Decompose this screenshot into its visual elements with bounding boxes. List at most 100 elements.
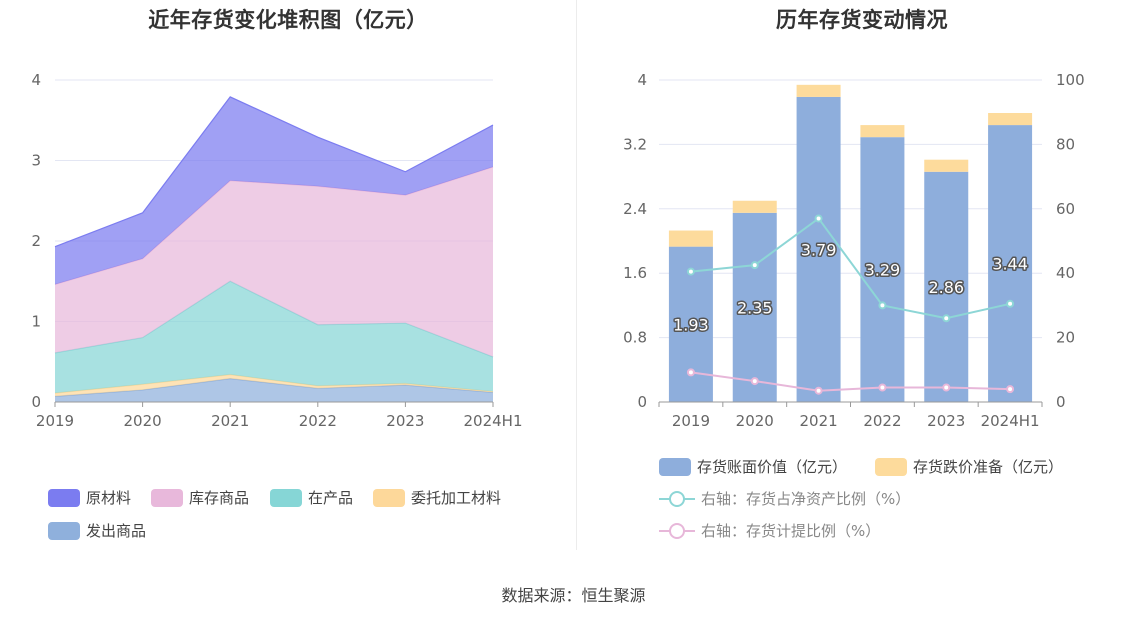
bar-存货跌价准备（亿元） — [860, 125, 905, 138]
x-tick-label: 2022 — [299, 412, 337, 430]
line-point — [686, 267, 695, 276]
panel-divider — [576, 0, 577, 550]
legend-item[interactable]: 委托加工材料 — [373, 487, 501, 508]
bar-存货跌价准备（亿元） — [796, 84, 841, 97]
legend-swatch — [151, 488, 183, 507]
x-tick-label: 2023 — [386, 412, 424, 430]
line-右轴：存货计提比例（%） — [690, 371, 1011, 392]
y-tick-label: 2 — [31, 232, 41, 250]
legend-swatch — [373, 488, 405, 507]
y-left-tick-label: 4 — [637, 71, 647, 89]
y-right-tick-label: 40 — [1056, 264, 1075, 282]
x-tick-label: 2023 — [927, 412, 965, 430]
bar-存货账面价值（亿元） — [988, 125, 1033, 402]
x-tick-label: 2019 — [672, 412, 710, 430]
line-point — [750, 377, 759, 386]
right-chart-title: 历年存货变动情况 — [776, 8, 948, 32]
y-left-tick-label: 1.6 — [623, 264, 647, 282]
legend-label: 委托加工材料 — [411, 489, 502, 507]
bar-存货账面价值（亿元） — [732, 212, 777, 402]
bar-存货跌价准备（亿元） — [924, 159, 969, 172]
line-右轴：存货占净资产比例（%） — [690, 217, 1011, 320]
x-tick-label: 2021 — [799, 412, 837, 430]
legend-swatch — [659, 457, 691, 476]
legend-swatch — [270, 488, 302, 507]
legend-item[interactable]: 发出商品 — [48, 520, 146, 541]
bar-存货跌价准备（亿元） — [988, 113, 1033, 126]
bar-存货账面价值（亿元） — [924, 171, 969, 402]
legend-swatch — [48, 521, 80, 540]
left-chart-title: 近年存货变化堆积图（亿元） — [148, 8, 428, 32]
y-left-tick-label: 0.8 — [623, 329, 647, 347]
legend-label: 原材料 — [86, 489, 132, 507]
y-left-tick-label: 2.4 — [623, 200, 647, 218]
legend-label: 右轴：存货计提比例（%） — [701, 522, 881, 540]
bar-value-label: 2.86 — [928, 278, 964, 297]
legend-item[interactable]: 在产品 — [270, 487, 353, 508]
y-right-tick-label: 60 — [1056, 200, 1075, 218]
line-point — [1006, 299, 1015, 308]
legend-item[interactable]: 右轴：存货占净资产比例（%） — [659, 488, 910, 509]
bar-value-label: 3.44 — [992, 255, 1028, 274]
x-tick-label: 2022 — [863, 412, 901, 430]
data-source-note: 数据来源：恒生聚源 — [501, 586, 646, 605]
area-库存商品 — [55, 166, 493, 357]
legend-label: 库存商品 — [189, 489, 250, 507]
line-point — [814, 214, 823, 223]
stacked-area-chart-panel: 近年存货变化堆积图（亿元） 0 1 2 3 4 2019 2020 2021 2022 2023 2… — [0, 0, 576, 560]
y-left-tick-label: 3.2 — [623, 135, 647, 153]
bar-存货账面价值（亿元） — [860, 137, 905, 402]
y-right-tick-label: 80 — [1056, 135, 1075, 153]
inventory-bar-line-chart: 00.81.62.43.240204060801001.932.353.793.… — [623, 71, 1085, 430]
x-tick-label: 2020 — [736, 412, 774, 430]
area-在产品 — [55, 281, 493, 394]
legend-swatch — [875, 457, 907, 476]
legend-label: 存货跌价准备（亿元） — [913, 458, 1064, 476]
inventory-bar-chart-panel: 历年存货变动情况 0 0.8 1.6 2.4 3.2 4 0 20 40 60 80 100 1.93 2… — [577, 0, 1147, 560]
line-point — [750, 261, 759, 270]
bar-存货跌价准备（亿元） — [732, 200, 777, 213]
y-tick-label: 1 — [31, 313, 41, 331]
bar-value-label: 3.79 — [801, 240, 837, 259]
x-tick-label: 2020 — [124, 412, 162, 430]
legend-item[interactable]: 存货跌价准备（亿元） — [875, 456, 1063, 477]
y-tick-label: 0 — [31, 393, 41, 411]
x-tick-label: 2021 — [211, 412, 249, 430]
x-tick-label: 2024H1 — [464, 412, 523, 430]
legend-label: 右轴：存货占净资产比例（%） — [701, 490, 911, 508]
y-right-tick-label: 0 — [1056, 393, 1066, 411]
bar-存货跌价准备（亿元） — [668, 230, 713, 247]
legend-item[interactable]: 库存商品 — [151, 487, 249, 508]
bar-value-label: 3.29 — [865, 261, 901, 280]
area-委托加工材料 — [55, 374, 493, 397]
bar-value-label: 1.93 — [673, 315, 709, 334]
legend-label: 存货账面价值（亿元） — [697, 458, 848, 476]
stacked-area-chart: 0 1 2 3 4 2019 2020 2021 2022 2023 2024H1 — [31, 71, 523, 430]
area-edge-原材料 — [54, 96, 494, 248]
legend-swatch — [659, 490, 695, 507]
line-point — [942, 314, 951, 323]
legend-item[interactable]: 存货账面价值（亿元） — [659, 456, 847, 477]
line-point — [878, 301, 887, 310]
line-point — [878, 383, 887, 392]
line-point — [814, 386, 823, 395]
legend-label: 发出商品 — [86, 522, 147, 540]
line-point — [686, 368, 695, 377]
legend-label: 在产品 — [308, 489, 354, 507]
y-right-tick-label: 20 — [1056, 329, 1075, 347]
line-point — [1006, 385, 1015, 394]
line-point — [942, 383, 951, 392]
x-tick-label: 2024H1 — [981, 412, 1040, 430]
area-原材料 — [55, 96, 493, 285]
bar-存货账面价值（亿元） — [796, 96, 841, 402]
area-发出商品 — [55, 378, 493, 402]
legend-swatch — [659, 522, 695, 539]
y-right-tick-label: 100 — [1056, 71, 1085, 89]
bar-value-label: 2.35 — [737, 298, 773, 317]
legend-swatch — [48, 488, 80, 507]
y-tick-label: 3 — [31, 152, 41, 170]
y-left-tick-label: 0 — [637, 393, 647, 411]
legend-item[interactable]: 右轴：存货计提比例（%） — [659, 520, 880, 541]
legend-item[interactable]: 原材料 — [48, 487, 131, 508]
y-tick-label: 4 — [31, 71, 41, 89]
